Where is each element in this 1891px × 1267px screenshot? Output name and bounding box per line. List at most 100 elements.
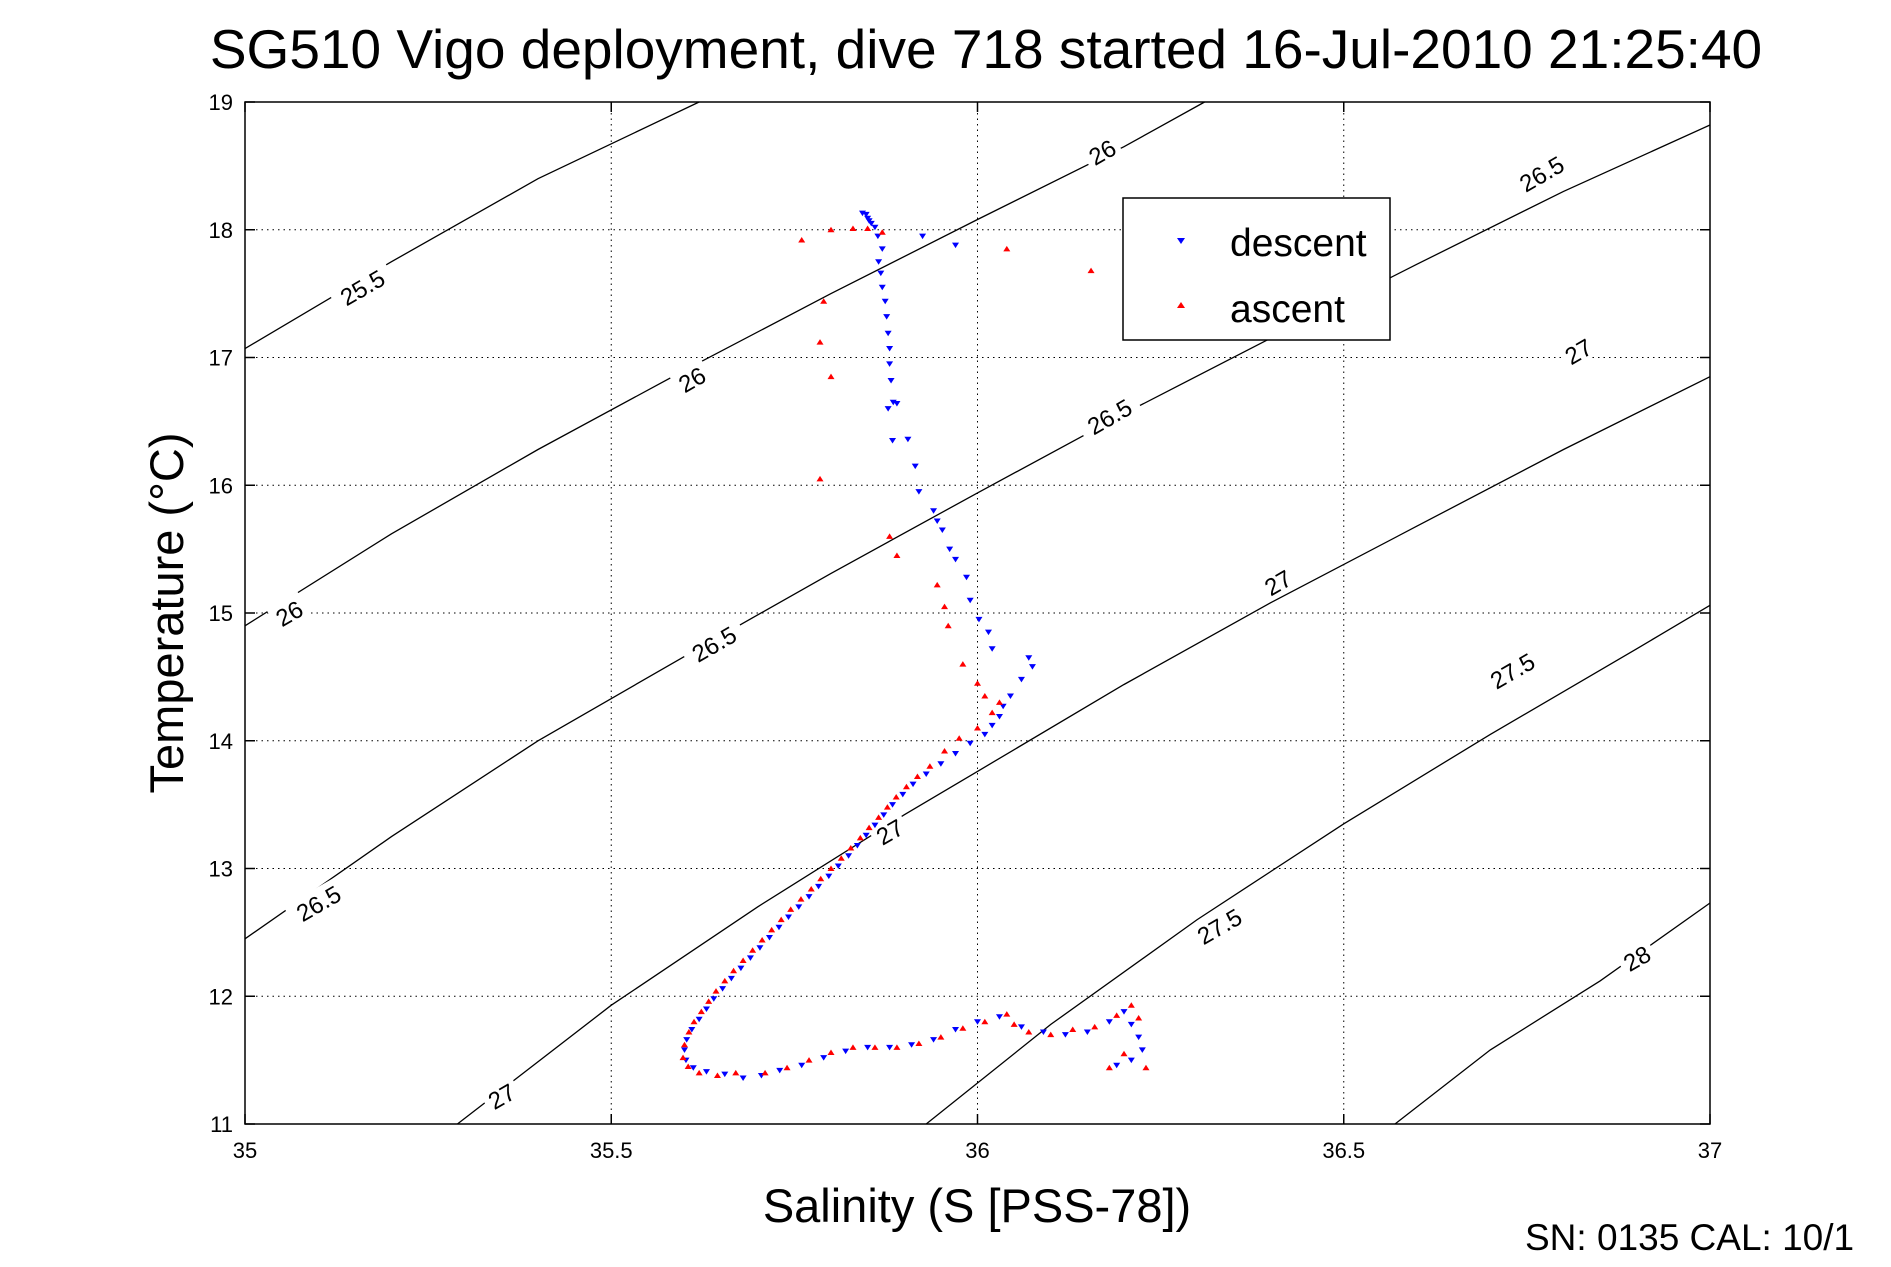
- descent-point: [681, 1047, 688, 1053]
- descent-point: [702, 1006, 710, 1013]
- descent-point: [820, 1055, 828, 1061]
- ascent-point: [933, 581, 941, 588]
- ascent-point: [712, 988, 720, 994]
- descent-point: [974, 1019, 981, 1025]
- descent-point: [904, 436, 912, 443]
- contour-label-bg: [1255, 561, 1300, 602]
- descent-point: [887, 377, 895, 384]
- ascent-point: [937, 1034, 945, 1040]
- descent-point: [815, 883, 823, 890]
- contour-label-bg: [679, 615, 748, 671]
- descent-point: [922, 771, 930, 777]
- ascent-point: [913, 773, 921, 780]
- descent-point: [702, 1069, 710, 1075]
- y-tick-label: 16: [209, 473, 233, 498]
- descent-point: [864, 1044, 872, 1051]
- descent-point: [933, 518, 941, 525]
- ascent-point: [749, 947, 757, 953]
- descent-point: [853, 843, 861, 849]
- ascent-point: [1142, 1064, 1150, 1071]
- ascent-point: [1025, 1029, 1033, 1035]
- ascent-point: [1105, 1064, 1113, 1071]
- descent-point: [1017, 676, 1025, 683]
- data-series: [679, 210, 1150, 1082]
- descent-point: [877, 270, 885, 277]
- ascent-point: [1003, 245, 1011, 252]
- ascent-point: [827, 865, 835, 871]
- y-tick-label: 11: [210, 1112, 233, 1137]
- ascent-point: [871, 1044, 879, 1050]
- descent-point: [963, 574, 971, 581]
- contour-label-bg: [1184, 897, 1253, 953]
- ascent-point: [1047, 1031, 1055, 1038]
- ascent-point: [995, 699, 1003, 705]
- descent-point: [886, 1044, 894, 1051]
- descent-point: [952, 242, 960, 249]
- descent-point: [845, 853, 853, 859]
- isopycnal-contours: [244, 101, 1711, 1125]
- ascent-point: [827, 1049, 835, 1055]
- ascent-point: [721, 977, 729, 984]
- descent-point: [871, 224, 879, 231]
- legend-descent-label: descent: [1230, 222, 1367, 265]
- descent-point: [1120, 1009, 1128, 1015]
- descent-point: [930, 508, 938, 514]
- descent-point: [1113, 1062, 1121, 1069]
- descent-point: [798, 1062, 806, 1069]
- ascent-point: [849, 1044, 857, 1050]
- ascent-point: [797, 896, 805, 902]
- y-tick-label: 15: [209, 601, 233, 626]
- ascent-point: [827, 373, 835, 380]
- ascent-point: [827, 226, 835, 233]
- contour-label-bg: [283, 874, 353, 930]
- descent-point: [746, 955, 754, 961]
- contour-label-bg: [1555, 329, 1600, 371]
- ascent-point: [1003, 1011, 1011, 1017]
- descent-point: [952, 1026, 960, 1033]
- ascent-point: [959, 661, 967, 667]
- ascent-point: [981, 1018, 989, 1025]
- y-tick-label: 13: [209, 857, 233, 882]
- descent-point: [862, 832, 870, 839]
- descent-point: [805, 894, 813, 900]
- descent-point: [795, 904, 803, 910]
- descent-point: [975, 616, 983, 623]
- y-tick-label: 17: [209, 346, 233, 371]
- ascent-point: [974, 680, 981, 686]
- y-axis-label: Temperature (°C): [140, 433, 193, 794]
- descent-point: [878, 284, 886, 291]
- ascent-point: [798, 236, 806, 243]
- descent-point: [889, 438, 897, 444]
- isopycnal-line: [925, 604, 1711, 1125]
- ascent-point: [805, 1057, 813, 1063]
- ascent-point: [820, 298, 828, 304]
- x-tick-label: 37: [1698, 1138, 1722, 1163]
- chart-title: SG510 Vigo deployment, dive 718 started …: [210, 18, 1762, 80]
- ascent-point: [777, 916, 785, 923]
- descent-point: [919, 233, 927, 240]
- descent-point: [862, 211, 870, 218]
- ascent-point: [817, 875, 825, 882]
- axis-ticks: 35 35.5 36 36.5 37 11 12 13 14 15 16 17 18 19: [209, 90, 1723, 1163]
- descent-point: [871, 822, 879, 829]
- descent-point: [881, 298, 889, 305]
- descent-point: [834, 863, 842, 869]
- ascent-point: [893, 552, 901, 559]
- descent-point: [984, 629, 992, 636]
- ascent-point: [892, 793, 900, 800]
- descent-point: [1083, 1029, 1091, 1036]
- ascent-point: [941, 747, 949, 754]
- y-tick-label: 14: [209, 729, 233, 754]
- series-descent: [681, 210, 1146, 1082]
- contour-label-bg: [1614, 936, 1659, 978]
- descent-point: [1127, 1057, 1135, 1064]
- ascent-point: [681, 1041, 688, 1048]
- ascent-point: [847, 845, 855, 851]
- descent-point: [884, 330, 892, 337]
- descent-point: [875, 259, 883, 265]
- legend: descent ascent: [1122, 197, 1391, 341]
- ascent-point: [690, 1018, 698, 1025]
- ascent-point: [761, 1069, 769, 1076]
- descent-point: [689, 1065, 697, 1071]
